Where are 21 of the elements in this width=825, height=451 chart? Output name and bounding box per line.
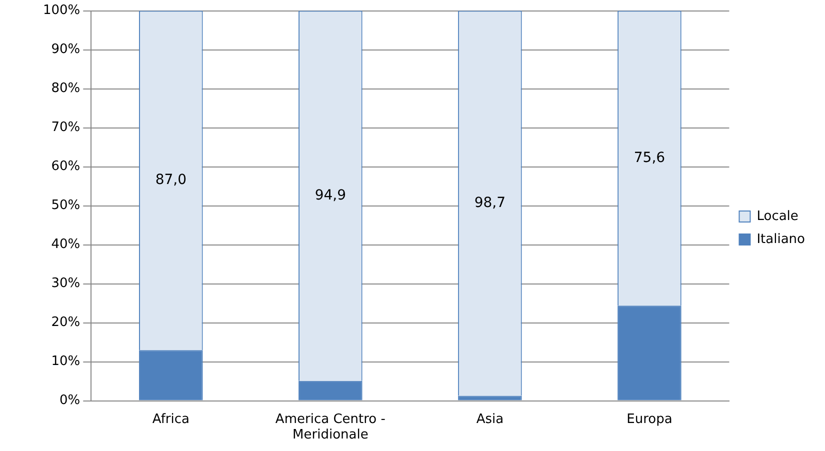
y-tick-label: 0% (60, 393, 80, 408)
legend-label: Locale (756, 208, 798, 224)
y-tick-label: 80% (51, 81, 80, 96)
x-tick-label: Africa (152, 412, 190, 427)
y-tick-label: 10% (51, 354, 80, 370)
y-tick-label: 100% (42, 3, 80, 18)
legend-label: Italiano (756, 232, 806, 247)
y-tick-label: 40% (51, 237, 80, 252)
data-label: 98,7 (474, 194, 506, 211)
x-tick-label: Asia (476, 412, 504, 427)
x-tick-label: Europa (626, 412, 672, 427)
y-tick-label: 30% (51, 276, 80, 292)
y-tick-label: 90% (51, 42, 80, 58)
y-tick-label: 60% (51, 159, 80, 174)
data-label: 87,0 (155, 172, 187, 188)
y-tick-label: 20% (51, 315, 80, 330)
data-label: 94,9 (314, 187, 346, 204)
y-tick-label: 50% (51, 198, 80, 214)
x-tick-label: America Centro - Meridionale (275, 412, 386, 443)
data-label: 75,6 (634, 150, 666, 166)
y-tick-label: 70% (51, 120, 80, 136)
